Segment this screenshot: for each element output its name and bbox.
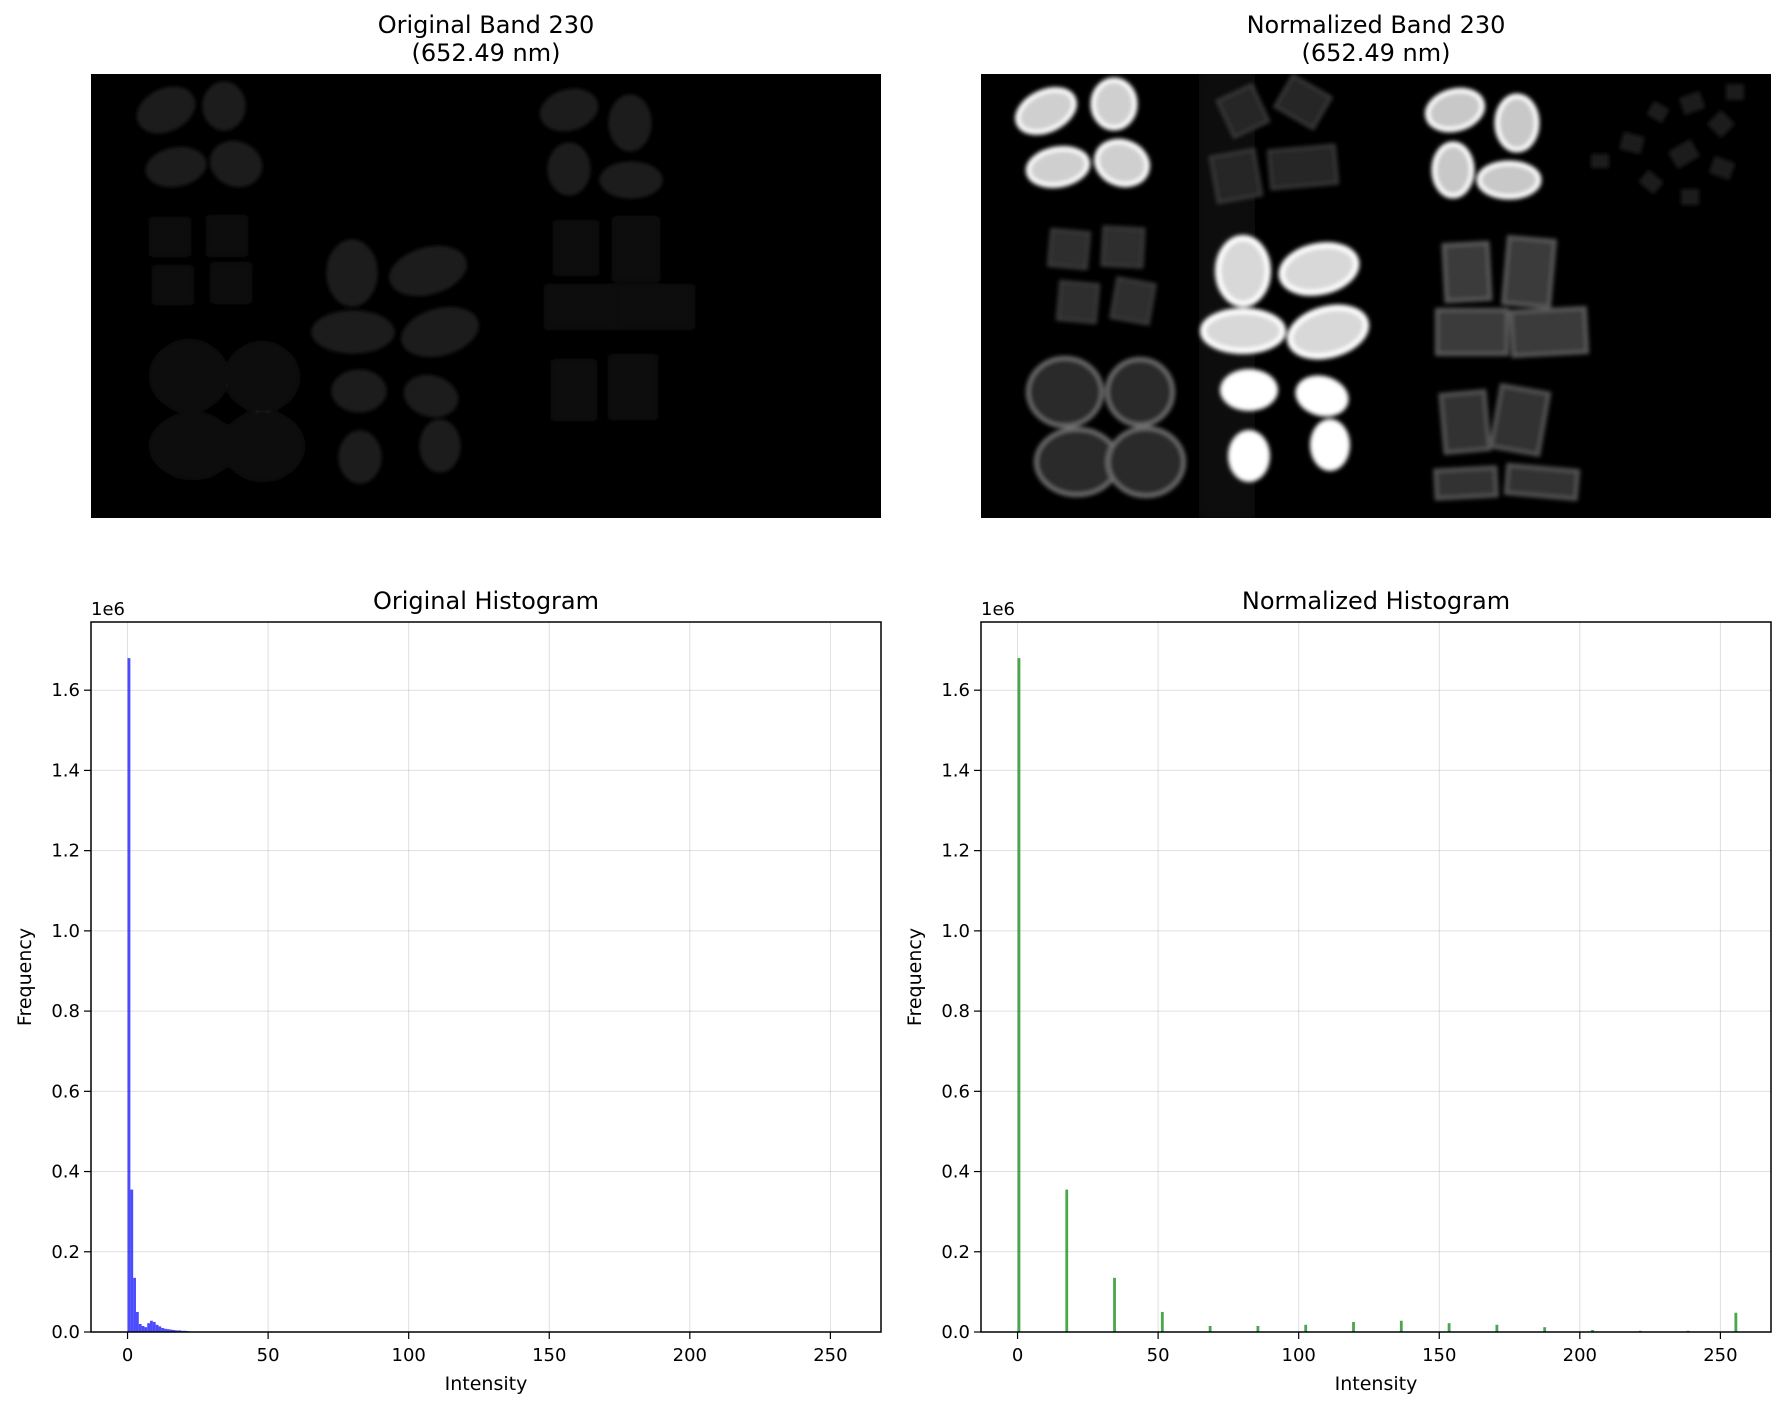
original-histogram-x-axis-label: Intensity	[445, 1373, 528, 1395]
original-y-tick-label: 0.8	[51, 1001, 80, 1022]
original-histogram-bar	[144, 1327, 148, 1332]
original-image-panel: Original Band 230 (652.49 nm)	[91, 11, 881, 518]
normalized-y-tick-label: 1.2	[941, 841, 970, 862]
original-histogram-x-ticks: 0 50 100 150 200 250	[122, 1332, 848, 1366]
normalized-histogram-bar	[1113, 1277, 1116, 1332]
normalized-histogram-bar	[1543, 1327, 1547, 1332]
original-y-tick-label: 0.2	[51, 1242, 80, 1263]
original-band-image	[91, 74, 881, 518]
normalized-x-tick-label: 0	[1012, 1345, 1023, 1366]
original-histogram-bar	[147, 1323, 151, 1332]
original-histogram-bar	[141, 1325, 145, 1332]
original-histogram-bar	[130, 1189, 134, 1332]
normalized-x-tick-label: 50	[1147, 1345, 1170, 1366]
original-histogram-bars	[127, 658, 190, 1332]
original-y-tick-label: 1.2	[51, 841, 80, 862]
normalized-y-tick-label: 1.4	[941, 760, 970, 781]
normalized-histogram-bar	[1734, 1312, 1738, 1332]
normalized-histogram-title: Normalized Histogram	[1242, 587, 1510, 615]
normalized-histogram-axes-frame	[980, 621, 1772, 1333]
original-image-title-line2: (652.49 nm)	[412, 39, 561, 67]
normalized-histogram-bar	[1447, 1323, 1451, 1332]
original-y-tick-label: 1.0	[51, 921, 80, 942]
original-histogram-bar	[152, 1321, 156, 1332]
original-histogram-bar	[175, 1330, 179, 1332]
normalized-histogram-grid	[981, 622, 1771, 1333]
original-y-tick-label: 1.4	[51, 760, 80, 781]
normalized-image-title-line1: Normalized Band 230	[1247, 11, 1506, 39]
original-histogram-bar	[166, 1329, 170, 1332]
original-histogram-y-axis-label: Frequency	[14, 928, 36, 1026]
original-histogram-bar	[155, 1324, 159, 1332]
original-x-tick-label: 0	[122, 1345, 133, 1366]
normalized-x-tick-label: 200	[1563, 1345, 1597, 1366]
normalized-band-image	[981, 74, 1771, 518]
original-histogram-bar	[150, 1320, 153, 1332]
original-y-tick-label: 0.4	[51, 1162, 80, 1183]
original-histogram-bar	[158, 1326, 162, 1332]
normalized-histogram-bar	[1256, 1325, 1260, 1332]
normalized-histogram-bar	[1160, 1311, 1164, 1332]
normalized-histogram-bar	[1304, 1324, 1308, 1332]
original-histogram-bar	[135, 1311, 139, 1332]
original-histogram-bar	[161, 1327, 165, 1332]
normalized-histogram-x-ticks: 0 50 100 150 200 250	[1012, 1332, 1738, 1366]
original-x-tick-label: 250	[813, 1345, 847, 1366]
normalized-histogram-bar	[1208, 1325, 1212, 1332]
normalized-y-tick-label: 0.2	[941, 1242, 970, 1263]
normalized-image-panel: Normalized Band 230 (652.49 nm)	[981, 11, 1771, 518]
original-histogram-offset-text: 1e6	[91, 599, 125, 620]
original-x-tick-label: 100	[392, 1345, 426, 1366]
normalized-y-tick-label: 0.4	[941, 1162, 970, 1183]
normalized-y-tick-label: 0.0	[941, 1322, 970, 1343]
normalized-y-tick-label: 1.6	[941, 680, 970, 701]
normalized-histogram-panel: Normalized Histogram 1e6 0 50 100 150 200 250…	[904, 587, 1772, 1395]
normalized-image-title-line2: (652.49 nm)	[1302, 39, 1451, 67]
original-histogram-bar	[178, 1330, 181, 1332]
original-histogram-bar	[133, 1277, 136, 1332]
normalized-histogram-y-ticks: 0.0 0.2 0.4 0.6 0.8 1.0 1.2 1.4 1.6	[941, 680, 981, 1343]
normalized-x-tick-label: 250	[1703, 1345, 1737, 1366]
normalized-histogram-bar	[1591, 1329, 1594, 1332]
original-histogram-title: Original Histogram	[373, 587, 599, 615]
normalized-histogram-bar	[1399, 1320, 1403, 1332]
normalized-histogram-bar	[1495, 1324, 1499, 1332]
normalized-histogram-y-axis-label: Frequency	[904, 928, 926, 1026]
normalized-y-tick-label: 1.0	[941, 921, 970, 942]
original-x-tick-label: 150	[532, 1345, 566, 1366]
original-image-title-line1: Original Band 230	[378, 11, 595, 39]
original-histogram-bar	[169, 1329, 173, 1332]
original-histogram-panel: Original Histogram 1e6 0 50 100 150 200 250 0…	[14, 587, 882, 1395]
original-x-tick-label: 50	[257, 1345, 280, 1366]
normalized-histogram-bars	[1017, 658, 1738, 1332]
normalized-x-tick-label: 100	[1282, 1345, 1316, 1366]
original-y-tick-label: 0.0	[51, 1322, 80, 1343]
original-histogram-bar	[138, 1323, 142, 1332]
normalized-histogram-offset-text: 1e6	[981, 599, 1015, 620]
original-histogram-bar	[164, 1328, 167, 1332]
normalized-histogram-x-axis-label: Intensity	[1335, 1373, 1418, 1395]
original-y-tick-label: 1.6	[51, 680, 80, 701]
original-y-tick-label: 0.6	[51, 1081, 80, 1102]
original-x-tick-label: 200	[673, 1345, 707, 1366]
normalized-histogram-bar	[1065, 1189, 1069, 1332]
original-histogram-grid	[91, 622, 881, 1333]
normalized-histogram-bar	[1352, 1321, 1355, 1332]
normalized-y-tick-label: 0.8	[941, 1001, 970, 1022]
original-histogram-bar	[172, 1329, 176, 1332]
original-histogram-y-ticks: 0.0 0.2 0.4 0.6 0.8 1.0 1.2 1.4 1.6	[51, 680, 91, 1343]
normalized-histogram-bar	[1017, 658, 1021, 1332]
original-histogram-axes-frame	[90, 621, 882, 1333]
original-histogram-bar	[127, 658, 131, 1332]
normalized-y-tick-label: 0.6	[941, 1081, 970, 1102]
normalized-x-tick-label: 150	[1422, 1345, 1456, 1366]
